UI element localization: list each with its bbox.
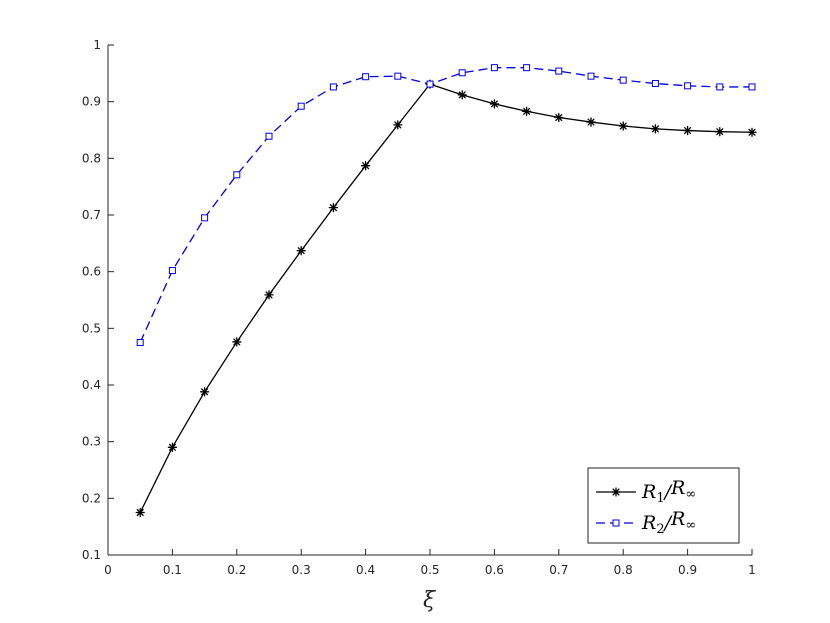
x-tick-label: 0.4 xyxy=(356,563,375,577)
series-2-line xyxy=(139,67,752,343)
data-point xyxy=(650,124,661,134)
data-point xyxy=(168,267,176,275)
data-point xyxy=(682,125,693,136)
data-point xyxy=(201,214,209,222)
data-point xyxy=(135,507,145,518)
y-tick-label: 0.2 xyxy=(82,491,101,505)
data-point xyxy=(167,442,178,452)
series-2 xyxy=(136,64,756,346)
y-tick-label: 0.7 xyxy=(82,208,101,222)
x-tick-label: 0.2 xyxy=(227,563,246,577)
data-point xyxy=(523,64,531,72)
x-tick-label: 0.1 xyxy=(163,563,182,577)
x-tick-label: 0.3 xyxy=(292,563,311,577)
data-point xyxy=(684,82,692,90)
legend-entry-2: R2/R∞ xyxy=(596,508,696,537)
series-1-line xyxy=(139,83,753,513)
series-layer xyxy=(135,64,757,518)
legend-label-subscript: 1 xyxy=(656,491,664,506)
y-tick-label: 0.4 xyxy=(82,378,101,392)
legend-label: R1/R∞ xyxy=(641,477,696,506)
x-axis-label: ξ xyxy=(423,588,437,613)
x-tick-label: 0 xyxy=(104,563,112,577)
data-point xyxy=(360,161,371,171)
data-point xyxy=(716,83,724,91)
x-tick-label: 0.6 xyxy=(485,563,504,577)
data-point xyxy=(136,339,144,346)
data-point xyxy=(297,102,305,110)
legend-box xyxy=(587,467,740,544)
data-point xyxy=(554,112,564,123)
data-point xyxy=(426,80,434,88)
legend-label-text: / xyxy=(663,481,673,503)
legend-marker xyxy=(611,487,621,497)
legend-label-text: / xyxy=(663,512,673,534)
data-point xyxy=(586,117,596,127)
x-tick-label: 0.7 xyxy=(549,563,568,577)
x-axis: 0 0.1 0.2 0.3 0.4 0.5 0.6 0.7 0.8 0.9 1 xyxy=(104,549,756,577)
y-tick-label: 0.5 xyxy=(82,321,101,335)
data-point xyxy=(748,83,756,91)
data-point xyxy=(555,67,563,75)
data-point xyxy=(199,387,210,397)
y-tick-label: 0.6 xyxy=(82,265,101,279)
y-tick-label: 0.8 xyxy=(82,151,101,165)
y-tick-label: 0.9 xyxy=(82,95,101,109)
data-point xyxy=(619,76,627,84)
data-point xyxy=(747,127,757,137)
legend-label-subscript: ∞ xyxy=(685,518,696,533)
x-tick-label: 0.9 xyxy=(678,563,697,577)
y-tick-label: 0.3 xyxy=(82,435,101,449)
legend-label-text: R xyxy=(641,481,656,503)
data-point xyxy=(296,246,306,256)
legend-label-text: R xyxy=(670,477,685,499)
x-tick-label: 1 xyxy=(748,563,756,577)
data-point xyxy=(587,72,595,80)
data-point xyxy=(232,337,242,347)
legend-label-text: R xyxy=(670,508,685,530)
data-point xyxy=(457,90,467,100)
legend-marker xyxy=(612,519,620,527)
legend-label-subscript: ∞ xyxy=(685,487,696,502)
legend: R1/R∞R2/R∞ xyxy=(587,467,740,544)
data-point xyxy=(618,121,628,131)
data-point xyxy=(264,290,274,300)
data-point xyxy=(233,171,241,179)
legend-label-subscript: 2 xyxy=(656,522,664,537)
data-point xyxy=(362,73,370,81)
y-tick-label: 0.1 xyxy=(82,548,101,562)
data-point xyxy=(393,120,403,130)
legend-label: R2/R∞ xyxy=(641,508,696,537)
data-point xyxy=(328,202,339,213)
legend-entry-1: R1/R∞ xyxy=(596,477,696,506)
x-tick-label: 0.5 xyxy=(420,563,439,577)
data-point xyxy=(329,83,337,91)
data-point xyxy=(521,106,532,116)
y-axis: 0.1 0.2 0.3 0.4 0.5 0.6 0.7 0.8 0.9 1 xyxy=(82,38,114,562)
data-point xyxy=(490,64,498,72)
series-1 xyxy=(135,79,757,518)
data-point xyxy=(715,127,725,137)
x-tick-label: 0.8 xyxy=(614,563,633,577)
data-point xyxy=(489,99,500,109)
data-point xyxy=(394,72,402,80)
data-point xyxy=(651,80,659,88)
y-tick-label: 1 xyxy=(93,38,101,52)
data-point xyxy=(265,132,273,140)
data-point xyxy=(458,69,466,77)
legend-label-text: R xyxy=(641,512,656,534)
